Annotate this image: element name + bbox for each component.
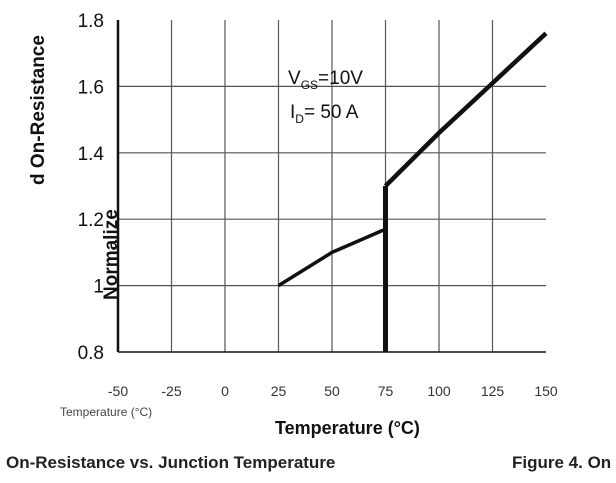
x-tick-label-7: 125 <box>481 383 505 399</box>
y-axis-label-fragment: Normalize <box>101 209 122 300</box>
x-tick-label-4: 50 <box>324 383 340 399</box>
x-tick-label-6: 100 <box>427 383 451 399</box>
x-tick-label-5: 75 <box>378 383 394 399</box>
y-tick-label-3: 1.2 <box>78 210 104 231</box>
y-tick-label-1: 1.6 <box>78 77 104 98</box>
annotation-id: ID= 50 A <box>290 102 359 126</box>
annotation-vgs: VGS=10V <box>288 68 363 92</box>
x-tick-label-2: 0 <box>221 383 229 399</box>
y-axis-label: d On-Resistance <box>28 35 49 185</box>
y-tick-label-4: 1 <box>93 277 104 298</box>
y-tick-label-0: 1.8 <box>78 11 104 32</box>
x-tick-label-1: -25 <box>161 383 181 399</box>
x-axis-sublabel: Temperature (°C) <box>60 405 152 419</box>
figure-caption-right: Figure 4. On <box>512 453 611 472</box>
y-tick-label-5: 0.8 <box>78 343 104 364</box>
series-layer <box>277 31 548 352</box>
x-axis-label: Temperature (°C) <box>275 418 420 438</box>
series-line-0 <box>383 31 548 188</box>
x-tick-label-0: -50 <box>108 383 128 399</box>
x-tick-label-8: 150 <box>534 383 558 399</box>
figure-caption: On-Resistance vs. Junction Temperature <box>6 453 335 472</box>
axes-layer <box>116 20 546 353</box>
y-tick-label-2: 1.4 <box>78 144 105 165</box>
ticks-layer: 1.8 1.6 1.4 1.2 1 0.8 -50 -25 0 25 50 75 100 125 150 <box>78 11 558 399</box>
x-tick-label-3: 25 <box>271 383 287 399</box>
